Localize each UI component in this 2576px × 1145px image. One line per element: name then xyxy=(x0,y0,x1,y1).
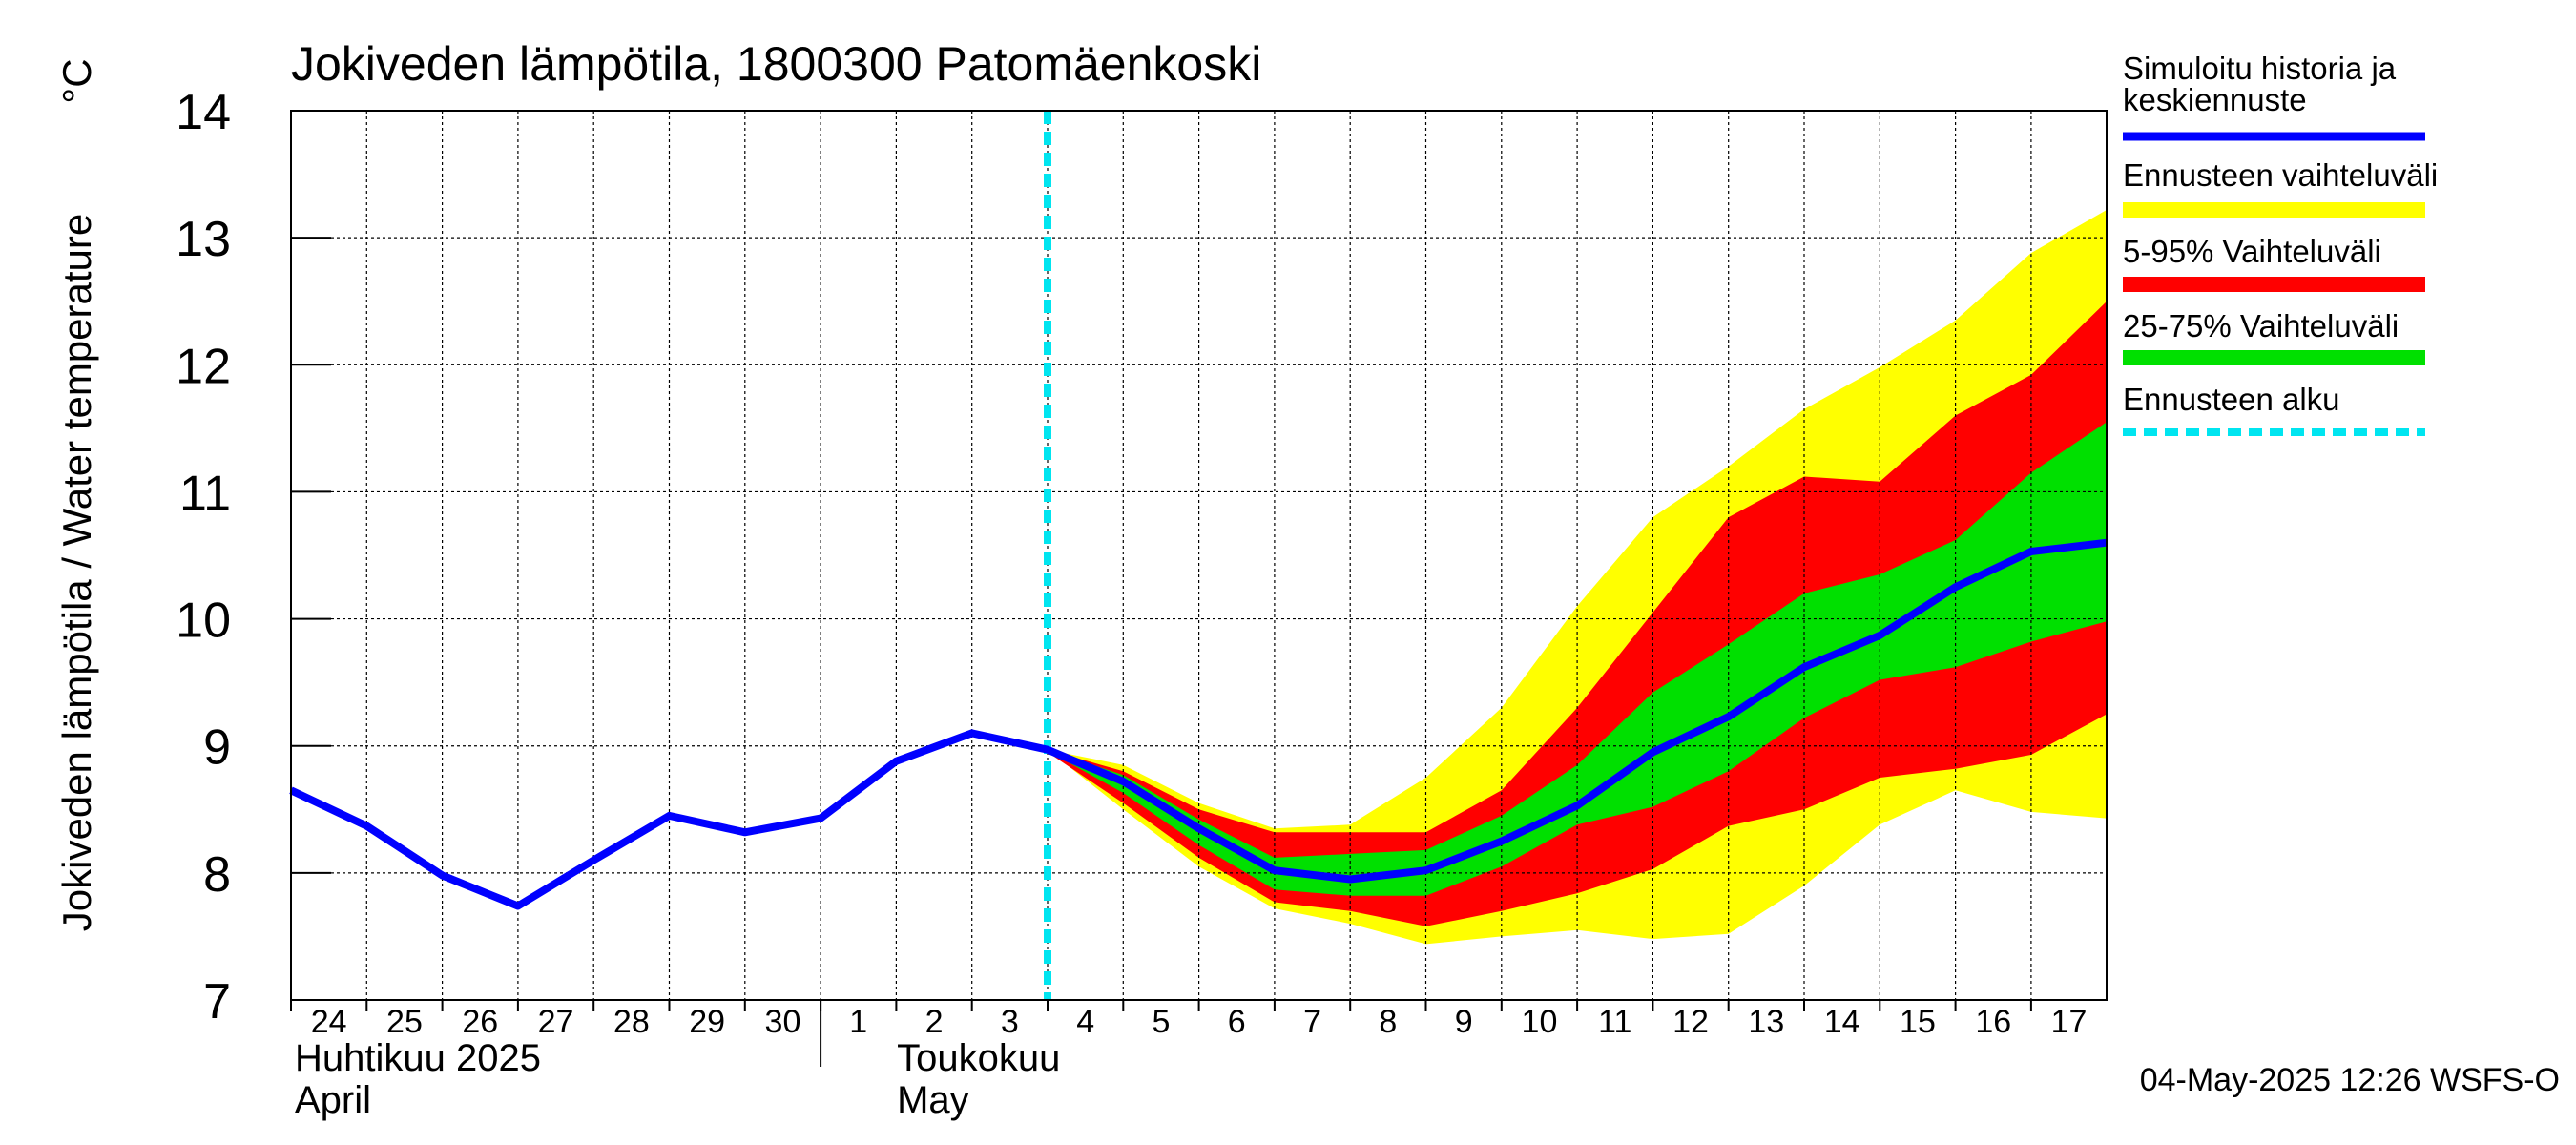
y-tick-label: 13 xyxy=(176,212,231,267)
legend-label: Ennusteen vaihteluväli xyxy=(2123,157,2438,193)
data-point xyxy=(442,875,444,876)
data-point xyxy=(1349,879,1351,880)
y-tick-label: 7 xyxy=(203,974,231,1030)
x-tick-label: 24 xyxy=(311,1004,347,1040)
legend-label: 25-75% Vaihteluväli xyxy=(2123,308,2399,344)
legend-label: Ennusteen alku xyxy=(2123,382,2340,417)
legend-label: keskiennuste xyxy=(2123,82,2307,117)
y-tick-label: 12 xyxy=(176,339,231,394)
data-point xyxy=(1576,804,1578,806)
x-tick-label: 2 xyxy=(925,1004,944,1040)
data-point xyxy=(1122,781,1124,782)
x-tick-label: 28 xyxy=(613,1004,650,1040)
x-tick-label: 6 xyxy=(1228,1004,1246,1040)
x-tick-label: 26 xyxy=(462,1004,498,1040)
data-point xyxy=(1955,586,1957,588)
legend-swatch xyxy=(2123,202,2425,218)
grid xyxy=(291,111,2107,1000)
x-tick-label: 29 xyxy=(689,1004,725,1040)
x-tick-label: 1 xyxy=(849,1004,867,1040)
data-point xyxy=(669,815,670,817)
data-point xyxy=(365,825,367,827)
legend-swatch xyxy=(2123,350,2425,365)
x-tick-label: 5 xyxy=(1152,1004,1170,1040)
x-tick-label: 16 xyxy=(1975,1004,2011,1040)
data-point xyxy=(1728,716,1730,718)
data-point xyxy=(1425,869,1426,871)
y-axis-unit: °C xyxy=(54,58,99,103)
data-point xyxy=(1047,749,1049,751)
legend-swatch xyxy=(2123,277,2425,292)
x-tick-label: 3 xyxy=(1001,1004,1019,1040)
data-point xyxy=(1652,751,1653,753)
data-point xyxy=(1198,827,1200,829)
x-tick-label: 7 xyxy=(1303,1004,1321,1040)
x-tick-label: 30 xyxy=(765,1004,801,1040)
x-tick-label: 14 xyxy=(1824,1004,1860,1040)
chart-title: Jokiveden lämpötila, 1800300 Patomäenkos… xyxy=(291,37,1261,91)
footer-timestamp: 04-May-2025 12:26 WSFS-O xyxy=(2140,1062,2560,1098)
y-tick-label: 9 xyxy=(203,720,231,776)
legend-label: 5-95% Vaihteluväli xyxy=(2123,234,2381,269)
data-point xyxy=(592,860,594,861)
month-label-en: April xyxy=(295,1079,371,1121)
month-label-fi: Huhtikuu 2025 xyxy=(295,1037,541,1079)
data-point xyxy=(1501,841,1503,843)
x-tick-label: 10 xyxy=(1522,1004,1558,1040)
legend-label: Simuloitu historia ja xyxy=(2123,51,2397,86)
month-label-fi: Toukokuu xyxy=(897,1037,1060,1079)
data-point xyxy=(744,831,746,833)
y-tick-label: 14 xyxy=(176,85,231,140)
month-label-en: May xyxy=(897,1079,969,1121)
y-tick-labels: 7 8 9 10 11 12 13 14 xyxy=(176,85,231,1030)
x-tick-label: 12 xyxy=(1672,1004,1709,1040)
x-tick-label: 8 xyxy=(1379,1004,1397,1040)
x-tick-label: 15 xyxy=(1900,1004,1936,1040)
axes xyxy=(290,110,2108,1067)
x-tick-label: 9 xyxy=(1455,1004,1473,1040)
y-tick-label: 11 xyxy=(179,466,231,521)
x-tick-labels: 24 25 26 27 28 29 30 1 2 3 4 5 6 7 8 9 10 11 12 13 14 15 16 17 xyxy=(311,1004,2088,1040)
band-5-95-vaihteluv-li xyxy=(1048,301,2108,926)
x-tick-label: 27 xyxy=(538,1004,574,1040)
x-tick-label: 11 xyxy=(1598,1004,1631,1040)
data-point xyxy=(1274,869,1276,871)
y-tick-label: 8 xyxy=(203,847,231,903)
legend-swatch xyxy=(2123,132,2425,141)
x-tick-label: 4 xyxy=(1076,1004,1094,1040)
y-tick-label: 10 xyxy=(176,593,231,649)
x-tick-label: 13 xyxy=(1748,1004,1784,1040)
x-tick-label: 17 xyxy=(2051,1004,2088,1040)
data-point xyxy=(1803,666,1805,668)
data-point xyxy=(971,732,973,734)
x-tick-label: 25 xyxy=(386,1004,423,1040)
data-point xyxy=(895,760,897,762)
y-axis-label: Jokiveden lämpötila / Water temperature xyxy=(54,214,99,931)
